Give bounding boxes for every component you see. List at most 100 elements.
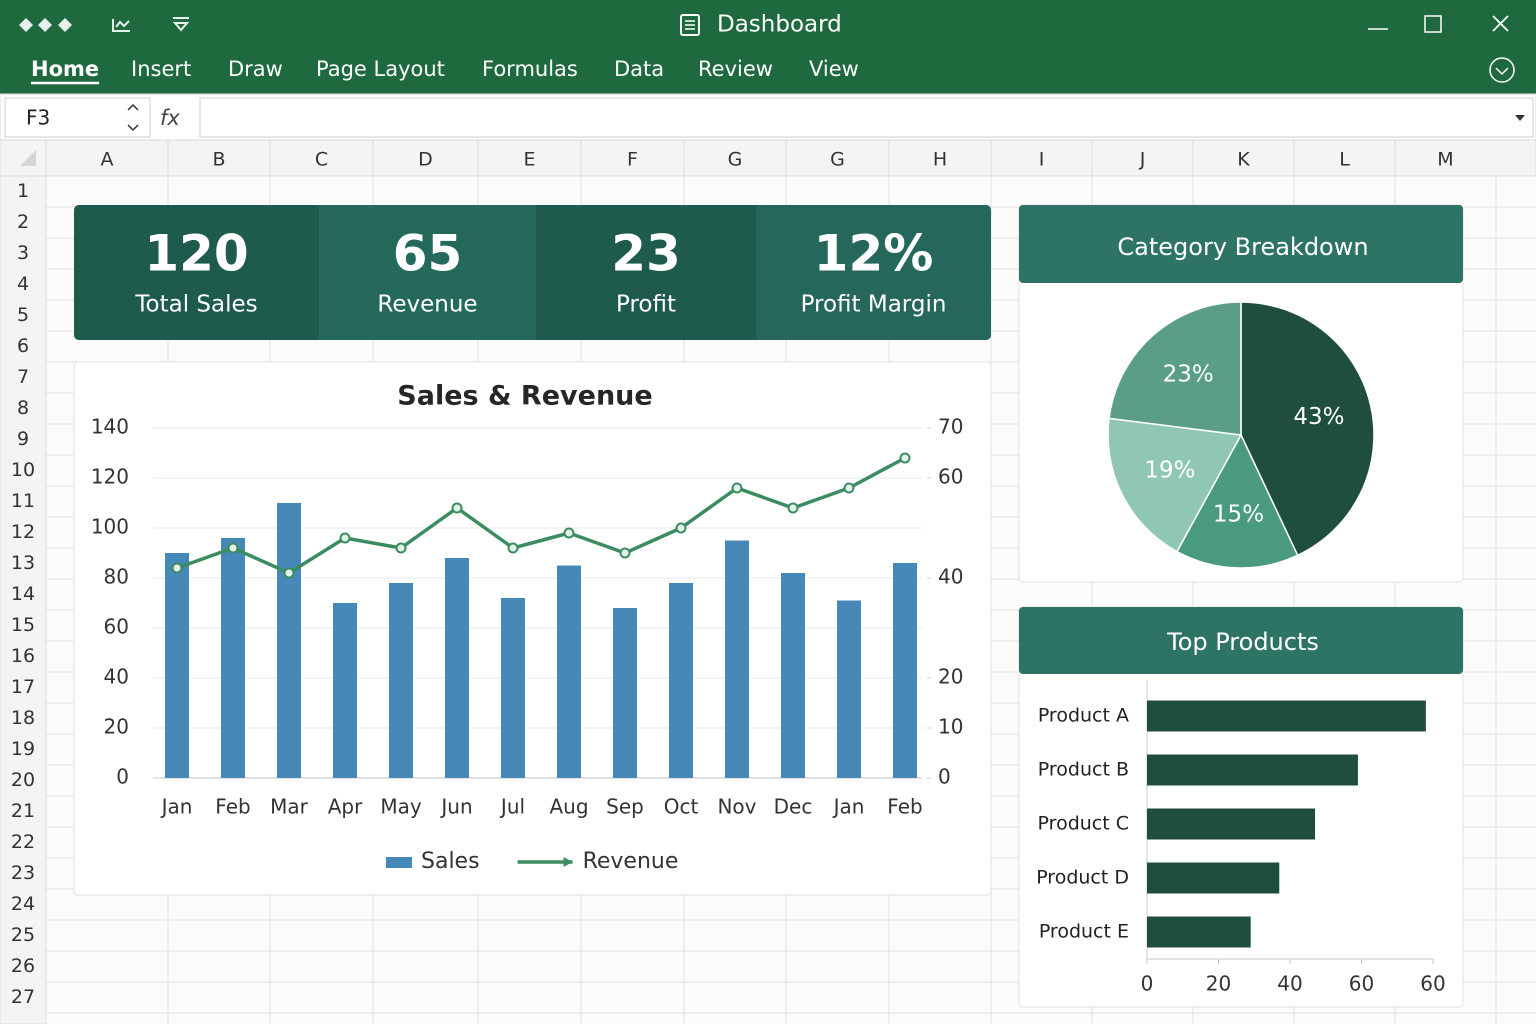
row-header[interactable]: 8 bbox=[17, 397, 29, 419]
y2-tick-label: 0 bbox=[938, 765, 951, 789]
pie-label: 15% bbox=[1213, 501, 1264, 527]
line-point bbox=[397, 544, 406, 553]
menu-tab[interactable]: Review bbox=[698, 57, 773, 81]
row-header[interactable]: 13 bbox=[11, 552, 35, 574]
menu-tab[interactable]: View bbox=[809, 57, 859, 81]
column-header[interactable]: G bbox=[728, 149, 743, 171]
column-header[interactable]: A bbox=[101, 149, 114, 171]
row-header[interactable]: 5 bbox=[17, 304, 29, 326]
name-box-value: F3 bbox=[26, 106, 50, 130]
row-header[interactable]: 22 bbox=[11, 831, 35, 853]
row-header[interactable]: 9 bbox=[17, 428, 29, 450]
menu-tab[interactable]: Draw bbox=[228, 57, 283, 81]
kpi-value: 23 bbox=[611, 225, 681, 283]
x-tick-label: Nov bbox=[717, 795, 756, 819]
y-tick-label: 120 bbox=[91, 465, 129, 489]
row-header[interactable]: 17 bbox=[11, 676, 35, 698]
column-header[interactable]: L bbox=[1339, 149, 1350, 171]
y-tick-label: 140 bbox=[91, 415, 129, 439]
row-header[interactable]: 27 bbox=[11, 986, 35, 1008]
line-point bbox=[621, 549, 630, 558]
row-header[interactable]: 4 bbox=[17, 273, 29, 295]
x-tick-label: Oct bbox=[664, 795, 699, 819]
column-header[interactable]: E bbox=[523, 149, 535, 171]
y2-tick-label: 20 bbox=[938, 665, 963, 689]
row-header[interactable]: 18 bbox=[11, 707, 35, 729]
kpi-value: 65 bbox=[393, 225, 463, 283]
chart-title: Sales & Revenue bbox=[397, 381, 652, 412]
y-tick-label: 0 bbox=[116, 765, 129, 789]
y-tick-label: Product C bbox=[1038, 813, 1129, 835]
bar bbox=[613, 608, 637, 778]
row-header[interactable]: 12 bbox=[11, 521, 35, 543]
bar bbox=[1147, 917, 1251, 948]
legend-swatch bbox=[386, 857, 412, 868]
y2-tick-label: 10 bbox=[938, 715, 963, 739]
row-header[interactable]: 20 bbox=[11, 769, 35, 791]
column-header[interactable]: M bbox=[1437, 149, 1453, 171]
row-header[interactable]: 19 bbox=[11, 738, 35, 760]
row-header[interactable]: 6 bbox=[17, 335, 29, 357]
row-header[interactable]: 1 bbox=[17, 180, 29, 202]
column-header[interactable]: J bbox=[1139, 149, 1146, 171]
line-point bbox=[733, 484, 742, 493]
line-point bbox=[285, 569, 294, 578]
x-tick-label: Jan bbox=[160, 795, 193, 819]
chart-title: Top Products bbox=[1166, 628, 1319, 656]
bar bbox=[1147, 701, 1426, 732]
y2-tick-label: 60 bbox=[938, 465, 963, 489]
legend-label: Revenue bbox=[583, 849, 679, 874]
line-point bbox=[229, 544, 238, 553]
formula-input[interactable] bbox=[200, 98, 1533, 137]
row-header[interactable]: 23 bbox=[11, 862, 35, 884]
bar bbox=[389, 583, 413, 778]
menu-tab[interactable]: Data bbox=[614, 57, 664, 81]
bar bbox=[837, 601, 861, 779]
row-header[interactable]: 2 bbox=[17, 211, 29, 233]
menu-tab[interactable]: Formulas bbox=[482, 57, 578, 81]
y-tick-label: Product B bbox=[1038, 759, 1129, 781]
bar bbox=[333, 603, 357, 778]
row-header[interactable]: 14 bbox=[11, 583, 35, 605]
chart-title: Category Breakdown bbox=[1117, 233, 1368, 261]
bar bbox=[669, 583, 693, 778]
x-tick-label: Feb bbox=[887, 795, 922, 819]
column-header[interactable]: B bbox=[212, 149, 225, 171]
menu-tab[interactable]: Insert bbox=[131, 57, 191, 81]
row-header[interactable]: 26 bbox=[11, 955, 35, 977]
x-tick-label: 20 bbox=[1206, 972, 1231, 996]
fx-label: fx bbox=[160, 106, 180, 130]
row-header[interactable]: 24 bbox=[11, 893, 35, 915]
line-point bbox=[453, 504, 462, 513]
row-header[interactable]: 7 bbox=[17, 366, 29, 388]
menu-tab[interactable]: Home bbox=[31, 57, 99, 81]
menu-tab[interactable]: Page Layout bbox=[316, 57, 445, 81]
column-header[interactable]: F bbox=[627, 149, 638, 171]
bar bbox=[725, 541, 749, 779]
row-header[interactable]: 3 bbox=[17, 242, 29, 264]
kpi-value: 120 bbox=[144, 225, 248, 283]
column-header[interactable]: K bbox=[1237, 149, 1250, 171]
column-header[interactable]: G bbox=[830, 149, 845, 171]
row-header[interactable]: 10 bbox=[11, 459, 35, 481]
column-header[interactable]: C bbox=[315, 149, 328, 171]
line-point bbox=[901, 454, 910, 463]
row-header[interactable]: 25 bbox=[11, 924, 35, 946]
column-header-bar bbox=[0, 140, 1536, 176]
column-header[interactable]: D bbox=[418, 149, 433, 171]
row-header[interactable]: 11 bbox=[11, 490, 35, 512]
row-header[interactable]: 21 bbox=[11, 800, 35, 822]
bar bbox=[165, 553, 189, 778]
pie-label: 43% bbox=[1293, 404, 1344, 430]
y-tick-label: 20 bbox=[104, 715, 129, 739]
x-tick-label: 60 bbox=[1349, 972, 1374, 996]
row-header[interactable]: 15 bbox=[11, 614, 35, 636]
column-header[interactable]: H bbox=[933, 149, 947, 171]
x-tick-label: 0 bbox=[1141, 972, 1154, 996]
line-point bbox=[565, 529, 574, 538]
x-tick-label: Jun bbox=[439, 795, 472, 819]
column-header[interactable]: I bbox=[1039, 149, 1045, 171]
row-header[interactable]: 16 bbox=[11, 645, 35, 667]
x-tick-label: May bbox=[380, 795, 422, 819]
